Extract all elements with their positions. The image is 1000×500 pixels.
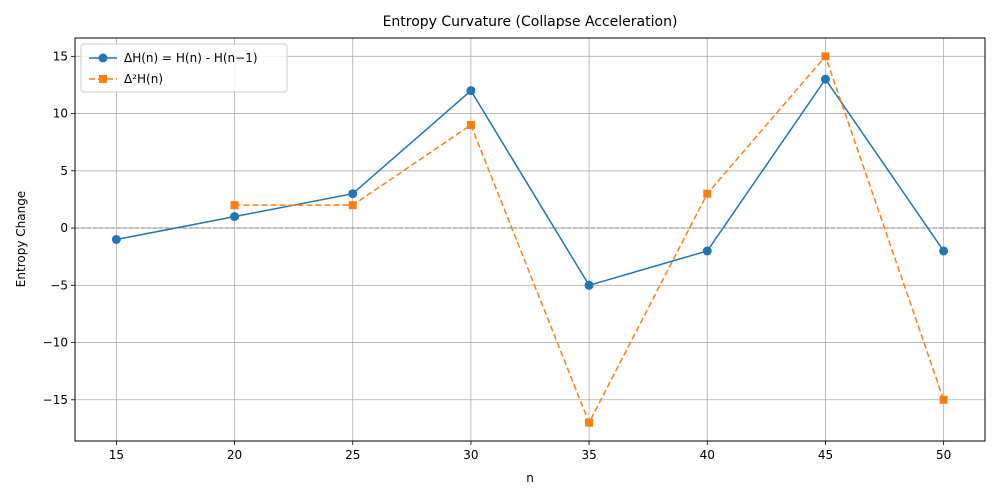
x-tick-label: 40 xyxy=(700,448,715,462)
legend: ΔH(n) = H(n) - H(n−1) Δ²H(n) xyxy=(80,43,288,93)
data-point xyxy=(348,189,358,199)
y-tick-label: 0 xyxy=(60,221,68,235)
y-tick-label: −15 xyxy=(43,393,68,407)
data-point xyxy=(821,52,830,61)
y-tick-label: 10 xyxy=(53,107,68,121)
series-layer xyxy=(111,52,949,427)
data-point xyxy=(230,201,239,210)
data-point xyxy=(585,418,594,427)
data-point xyxy=(230,212,240,222)
series-2 xyxy=(230,52,948,427)
x-tick-label: 35 xyxy=(581,448,596,462)
data-point xyxy=(703,189,712,198)
x-tick-label: 15 xyxy=(109,448,124,462)
series-1-line xyxy=(116,77,945,287)
data-point xyxy=(348,201,357,210)
series-1 xyxy=(111,74,949,290)
legend-label: Δ²H(n) xyxy=(124,72,163,86)
y-tick-label: 15 xyxy=(53,49,68,63)
ticks: 15 20 25 30 35 40 45 50 −15 −10 −5 0 5 10 15 xyxy=(43,49,952,462)
grid xyxy=(75,38,985,441)
y-tick-label: −10 xyxy=(43,336,68,350)
x-tick-label: 50 xyxy=(936,448,951,462)
legend-marker xyxy=(99,75,107,83)
data-point xyxy=(584,280,594,290)
data-point xyxy=(820,74,830,84)
chart-title: Entropy Curvature (Collapse Acceleration… xyxy=(383,14,678,30)
x-tick-label: 20 xyxy=(227,448,242,462)
data-point xyxy=(111,235,121,244)
data-point xyxy=(939,246,949,256)
plot-frame xyxy=(74,37,986,442)
y-axis-label: Entropy Change xyxy=(14,191,28,287)
x-tick-label: 25 xyxy=(345,448,360,462)
legend-label: ΔH(n) = H(n) - H(n−1) xyxy=(124,51,258,65)
data-point xyxy=(466,121,475,130)
y-tick-label: 5 xyxy=(60,164,68,178)
data-point xyxy=(466,86,476,96)
x-tick-label: 30 xyxy=(463,448,478,462)
data-point xyxy=(702,246,712,256)
y-tick-label: −5 xyxy=(50,278,68,292)
x-axis-label: n xyxy=(526,471,534,485)
legend-marker xyxy=(98,53,108,63)
x-tick-label: 45 xyxy=(818,448,833,462)
legend-box xyxy=(80,43,288,93)
data-point xyxy=(939,395,948,404)
